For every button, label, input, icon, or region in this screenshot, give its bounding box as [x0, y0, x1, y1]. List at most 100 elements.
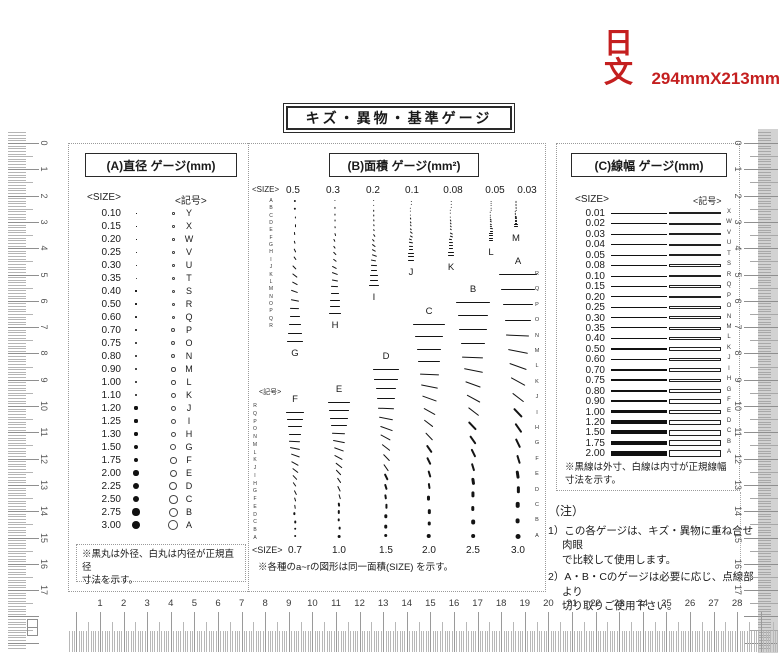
ruler-tick [8, 503, 26, 505]
ruler-tick [758, 153, 771, 155]
ruler-tick [206, 622, 207, 652]
ruler-tick [489, 622, 491, 652]
area-mark [331, 279, 339, 281]
row-letter: O [269, 300, 273, 307]
ruler-tick [279, 631, 281, 652]
ruler-tick [321, 631, 323, 652]
diameter-symbol-label: U [185, 260, 193, 270]
diameter-symbol-label: K [185, 390, 192, 400]
row-letter: N [269, 293, 273, 300]
ruler-tick [758, 595, 771, 597]
ruler-tick [758, 487, 771, 489]
ruler-tick [758, 158, 771, 160]
ruler-tick [104, 631, 106, 652]
area-mark [292, 475, 298, 481]
ruler-tick [8, 616, 39, 618]
ruler-tick [479, 631, 481, 652]
area-mark [290, 307, 300, 309]
ruler-tick [404, 631, 406, 652]
ruler-tick [758, 448, 771, 449]
ruler-tick [758, 266, 771, 268]
solid-line-sample [611, 430, 667, 435]
ruler-tick [758, 553, 771, 555]
ruler-tick [413, 631, 415, 652]
ruler-tick [704, 631, 705, 652]
ruler-tick [758, 455, 771, 457]
area-mark [293, 256, 297, 261]
area-mark [425, 444, 433, 453]
ruler-tick [8, 258, 26, 260]
area-mark [333, 447, 344, 452]
area-mark [292, 467, 298, 473]
ruler-tick [685, 631, 687, 652]
ruler-tick [336, 612, 337, 652]
ruler-tick [8, 637, 26, 639]
ruler-tick [758, 566, 771, 568]
row-letter: C [535, 502, 539, 508]
ruler-tick [8, 395, 26, 397]
ruler-tick [8, 206, 26, 207]
area-mark [516, 486, 520, 494]
hollow-line-sample [669, 357, 721, 362]
ruler-tick [569, 631, 571, 652]
area-mark [337, 485, 341, 492]
ruler-tick [750, 524, 778, 526]
area-mark [294, 527, 296, 530]
ruler-tick [723, 631, 724, 652]
ruler-tick [8, 224, 26, 226]
ruler-tick [619, 612, 620, 652]
inner-diameter-circle [172, 225, 175, 228]
ruler-number: 10 [39, 400, 49, 412]
ruler-number: 12 [39, 453, 49, 464]
ruler-number: 8 [733, 350, 743, 356]
ruler-number: 28 [731, 598, 743, 609]
outer-diameter-dot [134, 367, 138, 371]
ruler-bottom: 1 2 3 4 5 6 7 8 9 10 11 12 13 14 15 16 17 18 19 20 21 22 23 24 2… [0, 590, 780, 653]
diameter-symbol-label: F [186, 455, 192, 465]
ruler-tick [758, 174, 771, 176]
ruler-tick [8, 143, 39, 144]
ruler-number: 1 [39, 166, 49, 172]
linewidth-size-label: 0.35 [585, 322, 605, 334]
ruler-tick [612, 631, 613, 652]
ruler-tick [8, 453, 26, 455]
ruler-tick [8, 261, 33, 263]
ruler-tick [416, 631, 418, 652]
ruler-tick [673, 631, 675, 652]
ruler-tick [402, 631, 403, 652]
linewidth-symbol-label: W [726, 219, 732, 226]
ruler-tick [8, 137, 26, 139]
ruler-tick [758, 321, 771, 323]
ruler-tick [758, 398, 771, 399]
ruler-tick [154, 631, 156, 652]
ruler-tick [8, 400, 26, 402]
ruler-tick [732, 631, 734, 652]
ruler-tick [777, 631, 779, 652]
ruler-number: 1 [97, 598, 103, 609]
ruler-tick [758, 453, 771, 455]
ruler-tick [8, 221, 39, 223]
ruler-tick [281, 631, 283, 652]
ruler-tick [744, 169, 778, 171]
ruler-tick [8, 356, 26, 357]
area-mark [290, 298, 300, 301]
linewidth-symbol-label: P [726, 292, 731, 299]
linewidth-size-label: 0.03 [585, 228, 605, 240]
ruler-tick [758, 569, 771, 570]
inner-diameter-circle [170, 405, 176, 411]
ruler-tick [774, 631, 776, 652]
ruler-number: 11 [733, 427, 743, 437]
ruler-tick [8, 561, 26, 562]
ruler-tick [758, 237, 771, 239]
diameter-symbol-label: S [185, 286, 192, 296]
ruler-number: 9 [286, 598, 292, 609]
ruler-tick [590, 631, 592, 652]
ruler-tick [8, 266, 26, 268]
ruler-tick [8, 392, 33, 394]
ruler-tick [491, 631, 493, 652]
ruler-tick [8, 319, 26, 320]
ruler-tick [595, 612, 597, 652]
area-mark [410, 224, 412, 227]
ruler-tick [750, 550, 778, 552]
